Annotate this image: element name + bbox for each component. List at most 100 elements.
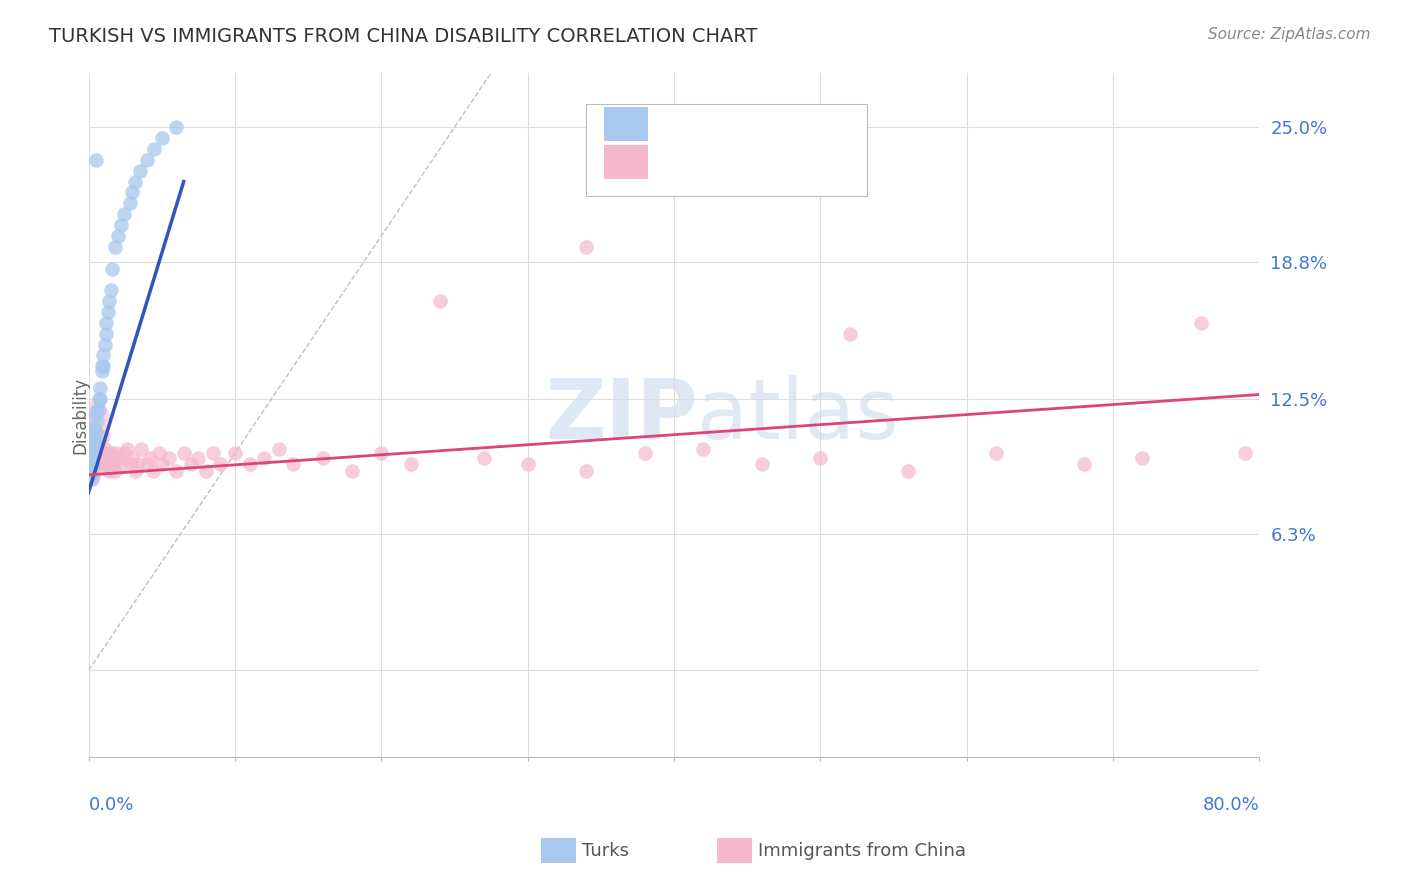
Point bbox=[100, 446, 122, 460]
Point bbox=[224, 446, 246, 460]
Point bbox=[984, 446, 1007, 460]
Text: 45: 45 bbox=[835, 115, 859, 133]
Point bbox=[94, 446, 117, 460]
Point bbox=[104, 464, 127, 478]
Point bbox=[1073, 457, 1095, 471]
Point bbox=[83, 420, 105, 434]
Text: N =: N = bbox=[785, 115, 823, 133]
Point bbox=[98, 294, 121, 309]
Point bbox=[84, 450, 107, 465]
Point bbox=[575, 240, 598, 254]
Point bbox=[86, 446, 108, 460]
Point bbox=[79, 446, 101, 460]
Point bbox=[90, 446, 112, 460]
Point bbox=[91, 429, 114, 443]
Point bbox=[110, 457, 132, 471]
Point bbox=[86, 457, 108, 471]
Y-axis label: Disability: Disability bbox=[72, 376, 89, 454]
Point bbox=[148, 446, 170, 460]
Point bbox=[93, 337, 115, 351]
Point bbox=[94, 457, 117, 471]
Text: 0.0%: 0.0% bbox=[89, 797, 134, 814]
Point bbox=[370, 446, 392, 460]
Point bbox=[82, 446, 104, 460]
Point bbox=[101, 457, 124, 471]
Point bbox=[340, 464, 363, 478]
Point bbox=[87, 392, 110, 406]
Point bbox=[129, 442, 152, 456]
Point bbox=[136, 457, 159, 471]
Text: ZIP: ZIP bbox=[546, 375, 697, 456]
Point bbox=[118, 196, 141, 211]
Point bbox=[83, 442, 105, 456]
Point bbox=[84, 425, 107, 439]
Point bbox=[808, 450, 831, 465]
Point bbox=[80, 472, 103, 486]
Point bbox=[84, 153, 107, 167]
Point bbox=[187, 450, 209, 465]
Point bbox=[118, 457, 141, 471]
Text: Turks: Turks bbox=[582, 842, 628, 860]
Point bbox=[110, 218, 132, 232]
Point bbox=[79, 457, 101, 471]
Point bbox=[80, 450, 103, 465]
Point bbox=[312, 450, 335, 465]
Point bbox=[238, 457, 260, 471]
Point bbox=[472, 450, 495, 465]
Point bbox=[1233, 446, 1256, 460]
Text: TURKISH VS IMMIGRANTS FROM CHINA DISABILITY CORRELATION CHART: TURKISH VS IMMIGRANTS FROM CHINA DISABIL… bbox=[49, 27, 758, 45]
Text: 80.0%: 80.0% bbox=[1202, 797, 1260, 814]
Point bbox=[139, 450, 162, 465]
Point bbox=[89, 450, 111, 465]
Point bbox=[82, 457, 104, 471]
Point bbox=[105, 446, 128, 460]
Point bbox=[201, 446, 224, 460]
Point bbox=[101, 261, 124, 276]
Point bbox=[94, 316, 117, 330]
Point bbox=[93, 442, 115, 456]
Point bbox=[429, 294, 451, 309]
Point bbox=[89, 435, 111, 450]
Point bbox=[142, 464, 165, 478]
Point bbox=[127, 457, 149, 471]
Point bbox=[82, 446, 104, 460]
Point bbox=[83, 452, 105, 467]
Point bbox=[1130, 450, 1153, 465]
Point bbox=[751, 457, 773, 471]
Point bbox=[97, 450, 120, 465]
Text: 0.176: 0.176 bbox=[714, 153, 768, 171]
Point bbox=[79, 472, 101, 486]
Point bbox=[692, 442, 714, 456]
Point bbox=[104, 240, 127, 254]
Point bbox=[165, 120, 187, 135]
Point bbox=[194, 464, 217, 478]
Point bbox=[82, 425, 104, 439]
Point bbox=[80, 450, 103, 465]
Point bbox=[209, 457, 232, 471]
Point bbox=[84, 407, 107, 421]
Point bbox=[165, 464, 187, 478]
Point bbox=[253, 450, 276, 465]
Point bbox=[89, 392, 111, 406]
Point bbox=[80, 457, 103, 471]
Point bbox=[91, 457, 114, 471]
Point bbox=[90, 363, 112, 377]
Text: N =: N = bbox=[785, 153, 823, 171]
Point bbox=[82, 467, 104, 482]
Point bbox=[575, 464, 598, 478]
Point bbox=[79, 464, 101, 478]
Point bbox=[128, 163, 150, 178]
Point bbox=[91, 359, 114, 374]
Point bbox=[91, 348, 114, 362]
Point bbox=[89, 381, 111, 395]
Point bbox=[87, 402, 110, 417]
Point bbox=[90, 359, 112, 374]
Point bbox=[100, 283, 122, 297]
Text: Source: ZipAtlas.com: Source: ZipAtlas.com bbox=[1208, 27, 1371, 42]
Point bbox=[150, 131, 173, 145]
Point bbox=[83, 429, 105, 443]
Point bbox=[143, 142, 166, 156]
Point bbox=[112, 207, 135, 221]
Point bbox=[82, 435, 104, 450]
Point bbox=[157, 450, 180, 465]
